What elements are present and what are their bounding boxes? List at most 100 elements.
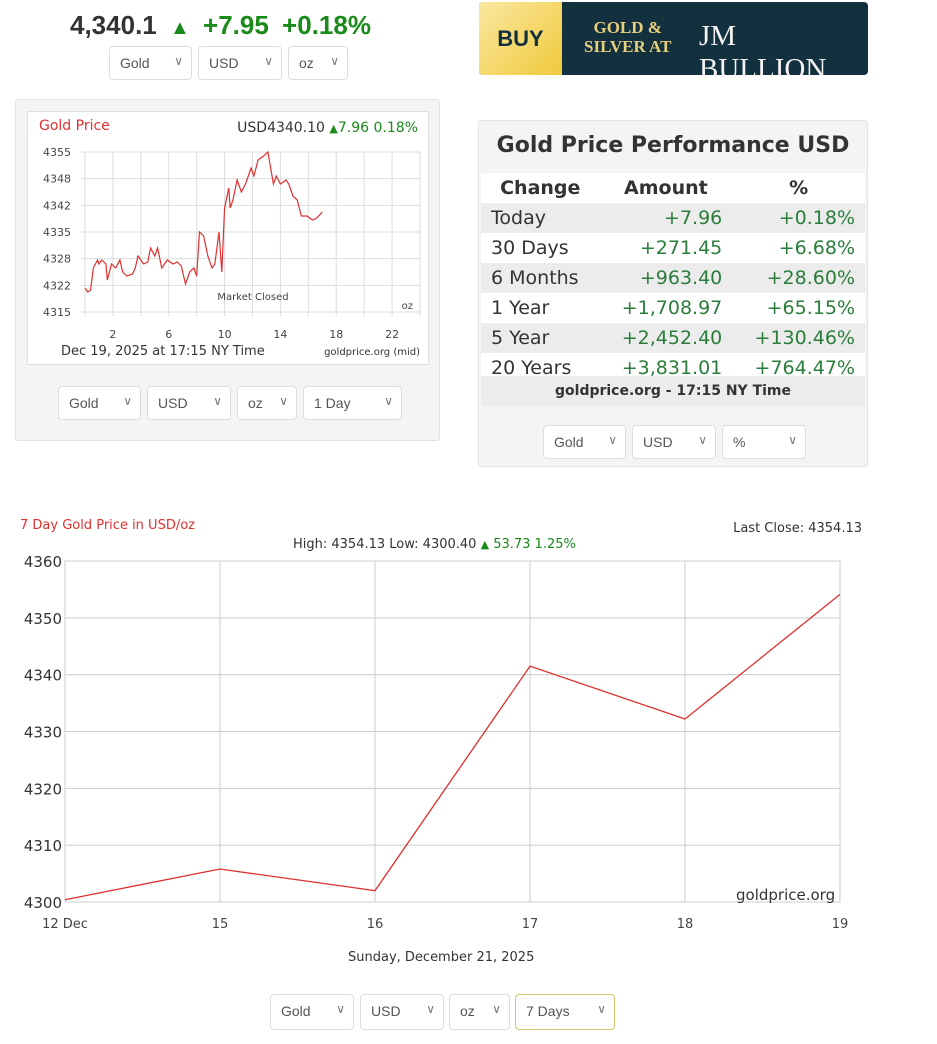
chevron-down-icon: ∨ [384,394,393,408]
period-label: 5 Year [491,327,550,349]
x-tick-label: 19 [832,917,849,932]
metal-select[interactable]: Gold ∨ [543,425,626,459]
currency-select[interactable]: USD ∨ [632,425,716,459]
metal-select[interactable]: Gold ∨ [58,386,141,420]
ticker: 4,340.1 ▲ +7.95 +0.18% [70,10,371,41]
chevron-down-icon: ∨ [279,394,288,408]
x-tick-label: 18 [677,917,694,932]
x-tick-label: 12 Dec [42,917,88,932]
ad-brand: JM BULLION [699,20,827,75]
chart-quote: USD4340.10 ▲7.96 0.18% [237,120,418,136]
up-arrow-icon: ▲ [329,122,338,135]
intraday-chart: Gold Price USD4340.10 ▲7.96 0.18% Dec 19… [27,111,429,365]
chevron-down-icon: ∨ [597,1002,606,1016]
period-label: Today [491,207,546,229]
metal-select[interactable]: Gold ∨ [270,994,354,1030]
footer-right: goldprice.org (mid) [324,347,420,358]
ticker-change: +7.95 [203,10,269,40]
x-tick-label: 17 [522,917,539,932]
percent: +28.60% [766,267,855,289]
ticker-percent: +0.18% [282,10,371,40]
y-tick-label: 4315 [43,306,71,319]
percent: +0.18% [778,207,855,229]
metal-select[interactable]: Gold ∨ [109,46,192,80]
display-select[interactable]: % ∨ [722,425,806,459]
ticker-price: 4,340.1 [70,10,157,40]
unit-select[interactable]: oz ∨ [449,994,510,1030]
period-label: 30 Days [491,237,569,259]
chevron-down-icon: ∨ [174,54,183,68]
plot-border [64,560,841,903]
performance-row: 30 Days +271.45 +6.68% [481,233,865,263]
chevron-down-icon: ∨ [264,54,273,68]
x-tick-label: 22 [385,328,399,341]
chevron-down-icon: ∨ [788,433,797,447]
weekly-title: 7 Day Gold Price in USD/oz [20,518,195,533]
chevron-down-icon: ∨ [492,1002,501,1016]
chevron-down-icon: ∨ [608,433,617,447]
chevron-down-icon: ∨ [336,1002,345,1016]
y-tick-label: 4328 [43,253,71,266]
market-status: Market Closed [217,292,288,303]
up-arrow-icon: ▲ [169,17,190,39]
weekly-summary: High: 4354.13 Low: 4300.40 ▲ 53.73 1.25% [293,537,576,552]
chevron-down-icon: ∨ [123,394,132,408]
period-label: 6 Months [491,267,579,289]
performance-footer: goldprice.org - 17:15 NY Time [481,376,865,406]
weekly-date: Sunday, December 21, 2025 [348,950,535,965]
amount: +271.45 [639,237,723,259]
y-tick-label: 4340 [24,667,62,685]
y-tick-label: 4322 [43,279,71,292]
performance-row: 6 Months +963.40 +28.60% [481,263,865,293]
percent: +65.15% [766,297,855,319]
period-select[interactable]: 7 Days ∨ [515,994,615,1030]
performance-row: 5 Year +2,452.40 +130.46% [481,323,865,353]
currency-select[interactable]: USD ∨ [198,46,282,80]
unit-select[interactable]: oz ∨ [288,46,348,80]
y-tick-label: 4330 [24,724,62,742]
chevron-down-icon: ∨ [213,394,222,408]
jm-bullion-ad[interactable]: BUY GOLD & SILVER AT JM BULLION [479,2,868,75]
x-tick-label: 10 [218,328,232,341]
y-tick-label: 4320 [24,780,62,798]
y-tick-label: 4348 [43,173,71,186]
x-tick-label: 15 [212,917,229,932]
up-arrow-icon: ▲ [480,538,490,551]
period-label: 20 Years [491,357,572,379]
x-tick-label: 16 [367,917,384,932]
price-line [64,593,841,901]
amount: +963.40 [639,267,723,289]
percent: +6.68% [778,237,855,259]
ad-buy: BUY [479,2,562,75]
performance-title: Gold Price Performance USD [496,133,850,158]
x-tick-label: 18 [329,328,343,341]
y-tick-label: 4335 [43,226,71,239]
intraday-plot: 4315 4322 4328 4335 4342 4348 4355 2 6 10 14 18 22 Ma… [43,146,421,341]
currency-select[interactable]: USD ∨ [360,994,444,1030]
performance-row: 1 Year +1,708.97 +65.15% [481,293,865,323]
amount: +1,708.97 [621,297,723,319]
percent: +130.46% [754,327,855,349]
amount: +2,452.40 [621,327,723,349]
performance-panel: Gold Price Performance USD Change Amount%… [478,120,868,467]
x-tick-label: 6 [165,328,172,341]
currency-select[interactable]: USD ∨ [147,386,231,420]
x-tick-label: 2 [109,328,116,341]
weekly-plot: 12 Dec 15 16 17 18 19 4300 4310 4320 4330 4340 4350… [24,553,849,932]
performance-row: Today +7.96 +0.18% [481,203,865,233]
chevron-down-icon: ∨ [330,54,339,68]
footer-left: Dec 19, 2025 at 17:15 NY Time [61,344,265,359]
y-tick-label: 4350 [24,610,62,628]
ad-tagline: GOLD & SILVER AT [584,18,672,56]
watermark: goldprice.org [736,886,836,904]
y-tick-label: 4355 [43,146,71,159]
period-select[interactable]: 1 Day ∨ [303,386,402,420]
performance-table: Change Amount% Today +7.96 +0.18% 30 Days +27… [481,173,865,383]
y-tick-label: 4310 [24,837,62,855]
chart-title: Gold Price [39,118,110,134]
period-label: 1 Year [491,297,550,319]
price-line [84,150,323,293]
amount: +7.96 [664,207,723,229]
last-close: Last Close: 4354.13 [733,521,862,536]
unit-select[interactable]: oz ∨ [237,386,297,420]
